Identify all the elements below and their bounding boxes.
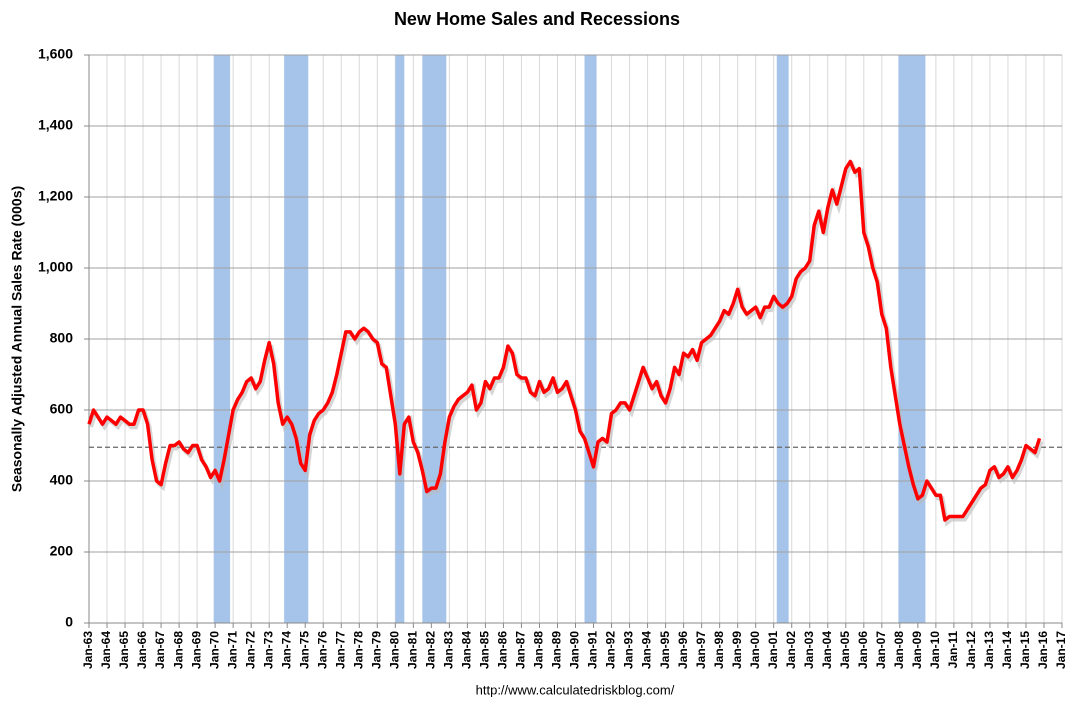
x-tick-label: Jan-09 bbox=[910, 631, 924, 669]
x-tick-label: Jan-84 bbox=[460, 631, 474, 669]
x-tick-label: Jan-74 bbox=[279, 631, 293, 669]
x-tick-label: Jan-14 bbox=[1000, 631, 1014, 669]
x-tick-label: Jan-05 bbox=[838, 631, 852, 669]
x-tick-label: Jan-15 bbox=[1018, 631, 1032, 669]
x-tick-label: Jan-91 bbox=[586, 631, 600, 669]
y-axis-label: Seasonally Adjusted Annual Sales Rate (0… bbox=[9, 186, 25, 492]
y-tick-label: 1,000 bbox=[38, 259, 73, 275]
x-tick-label: Jan-85 bbox=[478, 631, 492, 669]
x-tick-label: Jan-96 bbox=[676, 631, 690, 669]
x-tick-label: Jan-75 bbox=[297, 631, 311, 669]
x-tick-label: Jan-01 bbox=[766, 631, 780, 669]
x-tick-label: Jan-90 bbox=[568, 631, 582, 669]
y-tick-label: 1,400 bbox=[38, 117, 73, 133]
x-tick-label: Jan-92 bbox=[604, 631, 618, 669]
x-tick-label: Jan-17 bbox=[1054, 631, 1068, 669]
x-tick-label: Jan-16 bbox=[1036, 631, 1050, 669]
x-tick-label: Jan-83 bbox=[442, 631, 456, 669]
x-tick-label: Jan-95 bbox=[658, 631, 672, 669]
x-tick-label: Jan-12 bbox=[964, 631, 978, 669]
x-tick-label: Jan-73 bbox=[261, 631, 275, 669]
x-tick-label: Jan-11 bbox=[946, 631, 960, 669]
x-tick-label: Jan-88 bbox=[532, 631, 546, 669]
x-tick-label: Jan-78 bbox=[351, 631, 365, 669]
y-tick-label: 200 bbox=[50, 543, 74, 559]
x-tick-label: Jan-70 bbox=[207, 631, 221, 669]
x-tick-label: Jan-13 bbox=[982, 631, 996, 669]
source: http://www.calculatedriskblog.com/ bbox=[476, 682, 675, 697]
x-tick-label: Jan-80 bbox=[387, 631, 401, 669]
x-tick-label: Jan-69 bbox=[189, 631, 203, 669]
x-tick-label: Jan-82 bbox=[424, 631, 438, 669]
y-tick-label: 1,600 bbox=[38, 46, 73, 62]
x-tick-label: Jan-89 bbox=[550, 631, 564, 669]
x-tick-label: Jan-97 bbox=[694, 631, 708, 669]
x-tick-label: Jan-10 bbox=[928, 631, 942, 669]
x-tick-label: Jan-07 bbox=[874, 631, 888, 669]
x-tick-label: Jan-93 bbox=[622, 631, 636, 669]
x-tick-label: Jan-94 bbox=[640, 631, 654, 669]
chart-title: New Home Sales and Recessions bbox=[394, 9, 680, 29]
y-tick-label: 0 bbox=[65, 614, 73, 630]
series-line bbox=[87, 159, 1042, 522]
x-tick-label: Jan-87 bbox=[514, 631, 528, 669]
y-tick-label: 1,200 bbox=[38, 188, 73, 204]
x-tick-label: Jan-63 bbox=[81, 631, 95, 669]
x-tick-label: Jan-03 bbox=[802, 631, 816, 669]
x-tick-label: Jan-72 bbox=[243, 631, 257, 669]
x-tick-label: Jan-71 bbox=[225, 631, 239, 669]
x-tick-label: Jan-77 bbox=[333, 631, 347, 669]
x-tick-label: Jan-67 bbox=[153, 631, 167, 669]
x-tick-label: Jan-79 bbox=[369, 631, 383, 669]
x-tick-label: Jan-66 bbox=[135, 631, 149, 669]
y-tick-label: 400 bbox=[50, 472, 74, 488]
x-tick-label: Jan-06 bbox=[856, 631, 870, 669]
x-tick-label: Jan-86 bbox=[496, 631, 510, 669]
x-tick-label: Jan-98 bbox=[712, 631, 726, 669]
x-tick-label: Jan-08 bbox=[892, 631, 906, 669]
x-tick-label: Jan-99 bbox=[730, 631, 744, 669]
x-tick-label: Jan-64 bbox=[99, 631, 113, 669]
x-tick-label: Jan-68 bbox=[171, 631, 185, 669]
x-tick-label: Jan-02 bbox=[784, 631, 798, 669]
x-tick-label: Jan-04 bbox=[820, 631, 834, 669]
x-tick-label: Jan-65 bbox=[117, 631, 131, 669]
x-tick-label: Jan-00 bbox=[748, 631, 762, 669]
x-tick-label: Jan-76 bbox=[315, 631, 329, 669]
y-tick-label: 600 bbox=[50, 401, 74, 417]
y-tick-label: 800 bbox=[50, 330, 74, 346]
x-tick-label: Jan-81 bbox=[406, 631, 420, 669]
